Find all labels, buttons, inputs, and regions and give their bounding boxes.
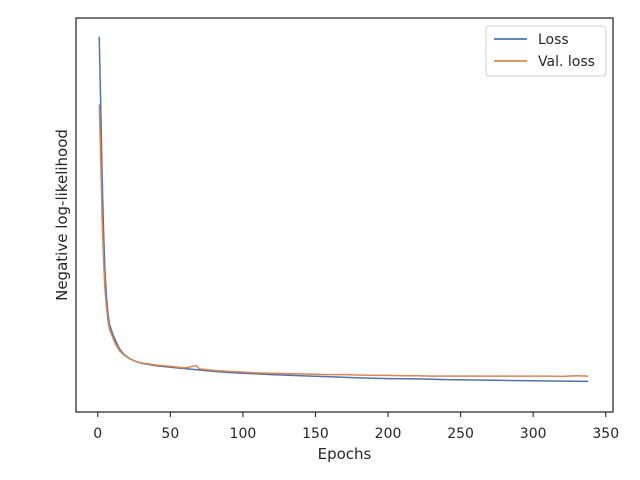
x-axis-ticks: 0 50 100 150 200 250 300 350 bbox=[93, 412, 619, 442]
x-tick-label: 250 bbox=[447, 426, 474, 442]
x-tick-label: 0 bbox=[93, 426, 102, 442]
x-tick-label: 150 bbox=[302, 426, 329, 442]
x-tick-label: 100 bbox=[230, 426, 257, 442]
y-axis-label: Negative log-likelihood bbox=[53, 129, 71, 301]
series-line-val-loss bbox=[98, 104, 589, 378]
series-lines bbox=[98, 36, 589, 383]
x-tick-label: 300 bbox=[520, 426, 547, 442]
x-tick-label: 50 bbox=[161, 426, 179, 442]
legend-label-val-loss: Val. loss bbox=[538, 54, 595, 70]
x-axis-label: Epochs bbox=[318, 445, 372, 463]
plot-frame bbox=[75, 17, 614, 413]
x-tick-label: 200 bbox=[375, 426, 402, 442]
legend: Loss Val. loss bbox=[485, 25, 607, 77]
legend-label-loss: Loss bbox=[538, 32, 569, 48]
x-tick-label: 350 bbox=[592, 426, 619, 442]
